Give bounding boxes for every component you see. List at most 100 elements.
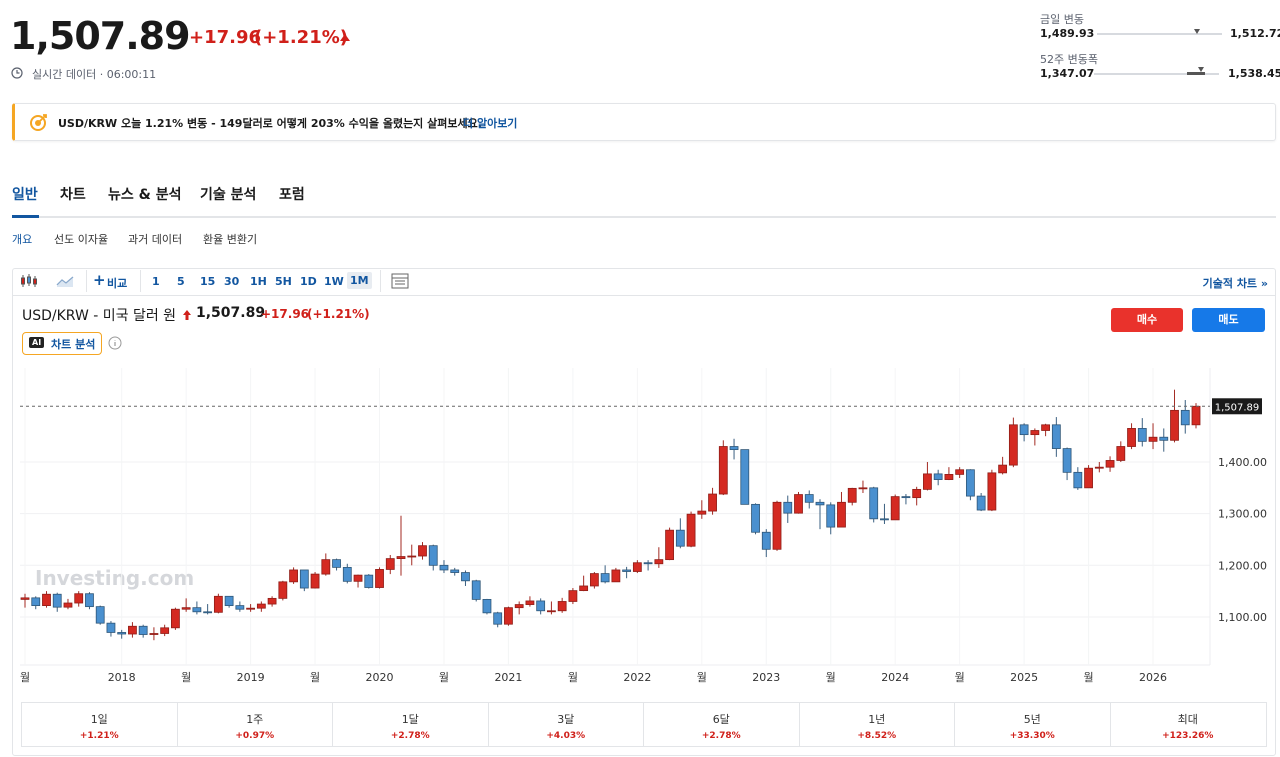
divider <box>86 270 87 292</box>
tab[interactable]: 뉴스 & 분석 <box>108 187 182 203</box>
candle-body <box>74 593 84 604</box>
performance-cell[interactable]: 1달 +2.78% <box>333 703 489 746</box>
performance-row: 1일 +1.21% 1주 +0.97% 1달 +2.78% 3달 +4.03% 6달 +2.78%… <box>21 702 1267 747</box>
candle-body <box>525 600 535 605</box>
ai-button[interactable] <box>22 332 102 355</box>
price: 1,507.89 <box>10 14 191 58</box>
candle-body <box>1148 436 1158 442</box>
candle-body <box>278 581 288 599</box>
candle-body <box>342 566 352 582</box>
performance-cell[interactable]: 1일 +1.21% <box>22 703 178 746</box>
change: +17.96 <box>189 27 262 48</box>
x-tick-label: 2018 <box>108 671 136 684</box>
interval[interactable]: 1W <box>324 275 344 288</box>
interval[interactable]: 30 <box>224 275 240 288</box>
range-bar <box>1094 73 1219 75</box>
candle-body <box>1094 466 1104 469</box>
candle-body <box>364 574 374 588</box>
range-marker <box>1198 67 1204 72</box>
candle-body <box>858 487 868 490</box>
candle-body <box>772 501 782 550</box>
candle-body <box>514 604 524 609</box>
x-tick-label: 2024 <box>881 671 909 684</box>
performance-cell[interactable]: 6달 +2.78% <box>644 703 800 746</box>
candle-body <box>783 501 793 514</box>
tab[interactable]: 차트 <box>60 187 86 203</box>
interval[interactable]: 1 <box>152 275 160 288</box>
interval[interactable]: 15 <box>200 275 216 288</box>
interval[interactable]: 1D <box>300 275 317 288</box>
candle-body <box>869 487 879 520</box>
performance-cell[interactable]: 1주 +0.97% <box>178 703 333 746</box>
candle-body <box>1073 471 1083 489</box>
tab[interactable]: 일반 <box>12 187 38 203</box>
table-icon[interactable] <box>391 273 409 289</box>
candle-body <box>890 496 900 521</box>
range-low: 1,347.07 <box>1040 67 1095 80</box>
candle-body <box>128 625 137 635</box>
candle-body <box>171 608 180 629</box>
info-icon[interactable] <box>108 336 122 350</box>
chart-type-icons[interactable] <box>20 273 80 289</box>
candle-body <box>912 488 922 499</box>
interval[interactable]: 5H <box>275 275 292 288</box>
tab[interactable]: 기술 분석 <box>200 187 257 203</box>
candle-body <box>880 518 889 521</box>
candle-body <box>804 494 814 503</box>
compare[interactable]: 비교 <box>107 277 128 290</box>
sell-button[interactable]: 매도 <box>1192 308 1265 332</box>
performance-change: +8.52% <box>857 731 897 741</box>
candle-body <box>246 607 256 610</box>
instrument-name: USD/KRW - 미국 달러 원 <box>22 308 177 324</box>
candle-body <box>203 611 213 614</box>
banner-link[interactable]: 더 알아보기 <box>463 117 518 130</box>
performance-period: 6달 <box>712 713 730 726</box>
range-high: 1,538.45 <box>1228 67 1280 80</box>
clock-icon <box>11 67 23 79</box>
interval-active[interactable]: 1M <box>347 272 372 289</box>
up-icon <box>340 34 350 41</box>
tab[interactable]: 포럼 <box>279 187 305 203</box>
candle-body <box>547 610 556 613</box>
candle-body <box>1030 430 1040 436</box>
divider <box>380 270 381 292</box>
candle-body <box>482 599 492 614</box>
candle-body <box>611 569 621 583</box>
y-tick-label: 1,300.00 <box>1218 508 1267 521</box>
candle-body <box>1105 460 1115 468</box>
candle-body <box>847 487 857 503</box>
plus-icon: + <box>93 271 106 289</box>
candle-body <box>31 597 41 606</box>
candle-body <box>751 503 760 533</box>
interval[interactable]: 1H <box>250 275 267 288</box>
performance-cell[interactable]: 5년 +33.30% <box>955 703 1111 746</box>
performance-period: 1년 <box>868 713 886 726</box>
buy-button[interactable]: 매수 <box>1111 308 1183 332</box>
interval[interactable]: 5 <box>177 275 185 288</box>
candle-body <box>740 449 750 505</box>
candle-body <box>1084 467 1093 489</box>
performance-change: +0.97% <box>235 731 275 741</box>
subtab[interactable]: 과거 데이터 <box>128 233 183 246</box>
candle-body <box>1137 428 1147 442</box>
subtab[interactable]: 개요 <box>12 233 33 246</box>
candle-body <box>289 569 298 583</box>
performance-cell[interactable]: 3달 +4.03% <box>489 703 644 746</box>
candle-body <box>1191 405 1201 426</box>
x-tick-label: 2026 <box>1139 671 1167 684</box>
x-tick-label: 월 <box>310 671 320 684</box>
performance-cell[interactable]: 1년 +8.52% <box>800 703 955 746</box>
candle-body <box>138 625 148 635</box>
subtab[interactable]: 선도 이자율 <box>54 233 109 246</box>
candle-body <box>20 597 30 600</box>
chart-change-pct: (+1.21%) <box>307 307 370 321</box>
performance-cell[interactable]: 최대 +123.26% <box>1111 703 1266 746</box>
candle-body <box>52 593 62 608</box>
candle-body <box>708 493 717 512</box>
advanced-chart[interactable]: 기술적 차트 » <box>1202 277 1268 290</box>
candle-body <box>933 473 943 480</box>
candle-body <box>106 622 116 633</box>
candle-body <box>589 573 599 587</box>
subtab[interactable]: 환율 변환기 <box>203 233 258 246</box>
